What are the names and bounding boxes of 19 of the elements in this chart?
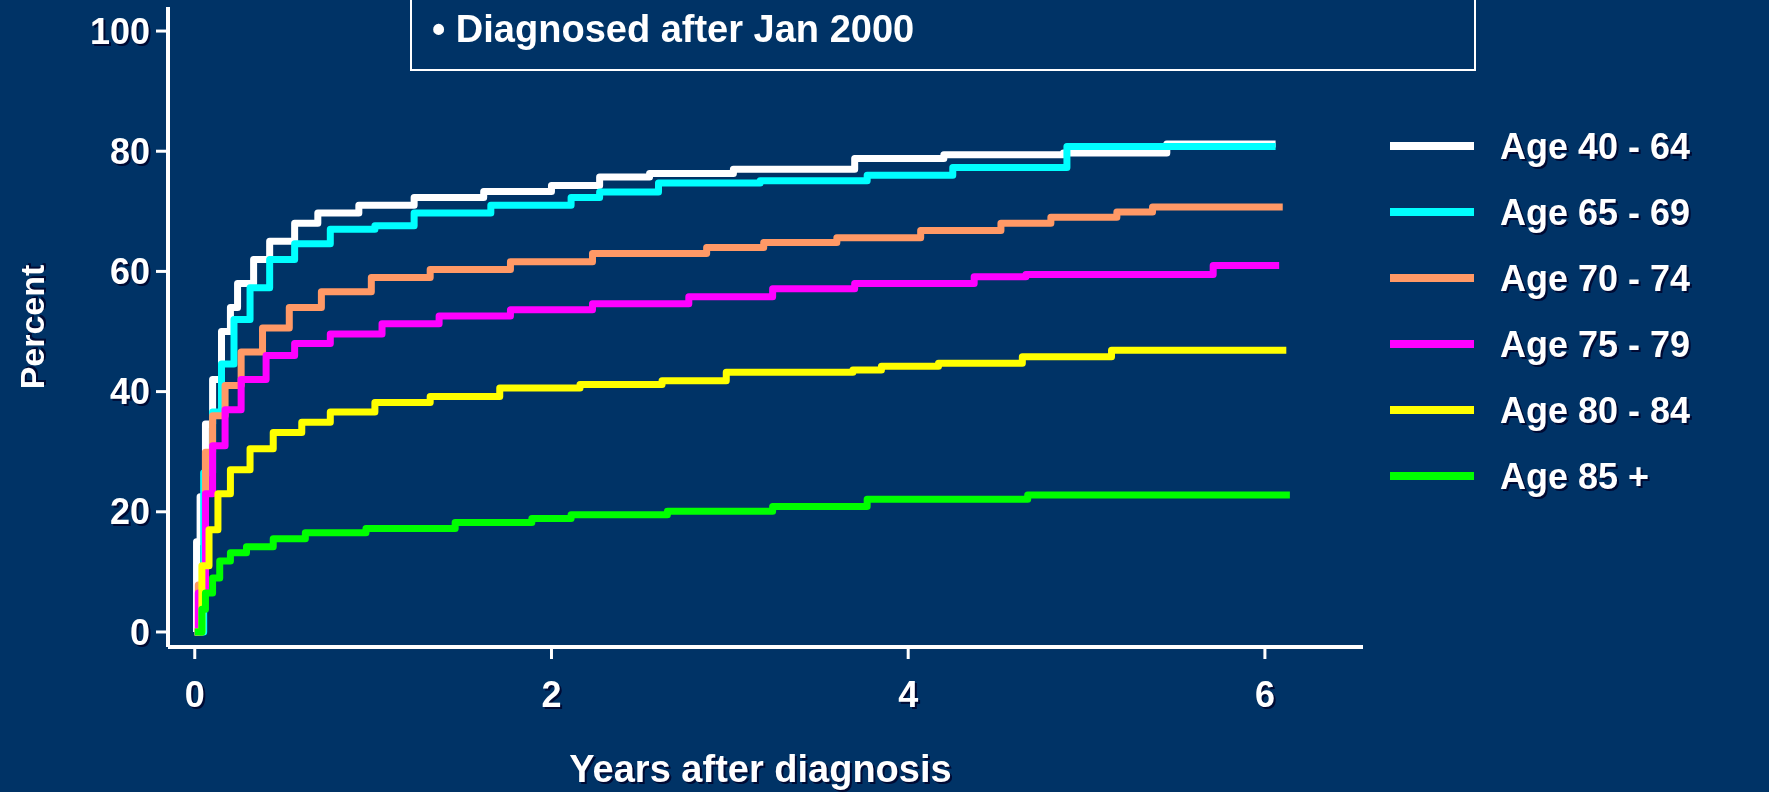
- y-tick-label: 80: [109, 130, 150, 172]
- y-tick-label: 60: [109, 251, 150, 293]
- legend-label: Age 40 - 64: [1500, 125, 1691, 167]
- x-tick-label: 6: [1254, 674, 1275, 715]
- legend-label: Age 75 - 79: [1500, 323, 1691, 365]
- x-tick-label: 2: [541, 674, 562, 715]
- y-axis-title: Percent: [13, 264, 51, 390]
- x-tick-label: 4: [898, 674, 919, 715]
- annotation: • Diagnosed after Jan 2000: [432, 8, 915, 50]
- legend-label: Age 85 +: [1500, 455, 1650, 497]
- x-axis-title: Years after diagnosis: [569, 748, 952, 790]
- y-tick-label: 40: [109, 371, 150, 413]
- legend-label: Age 65 - 69: [1500, 191, 1691, 233]
- y-tick-label: 20: [109, 491, 150, 533]
- y-tick-label: 100: [89, 10, 150, 52]
- y-tick-label: 0: [129, 611, 150, 653]
- legend-label: Age 80 - 84: [1500, 389, 1691, 431]
- x-tick-label: 0: [184, 674, 205, 715]
- legend-label: Age 70 - 74: [1500, 257, 1691, 299]
